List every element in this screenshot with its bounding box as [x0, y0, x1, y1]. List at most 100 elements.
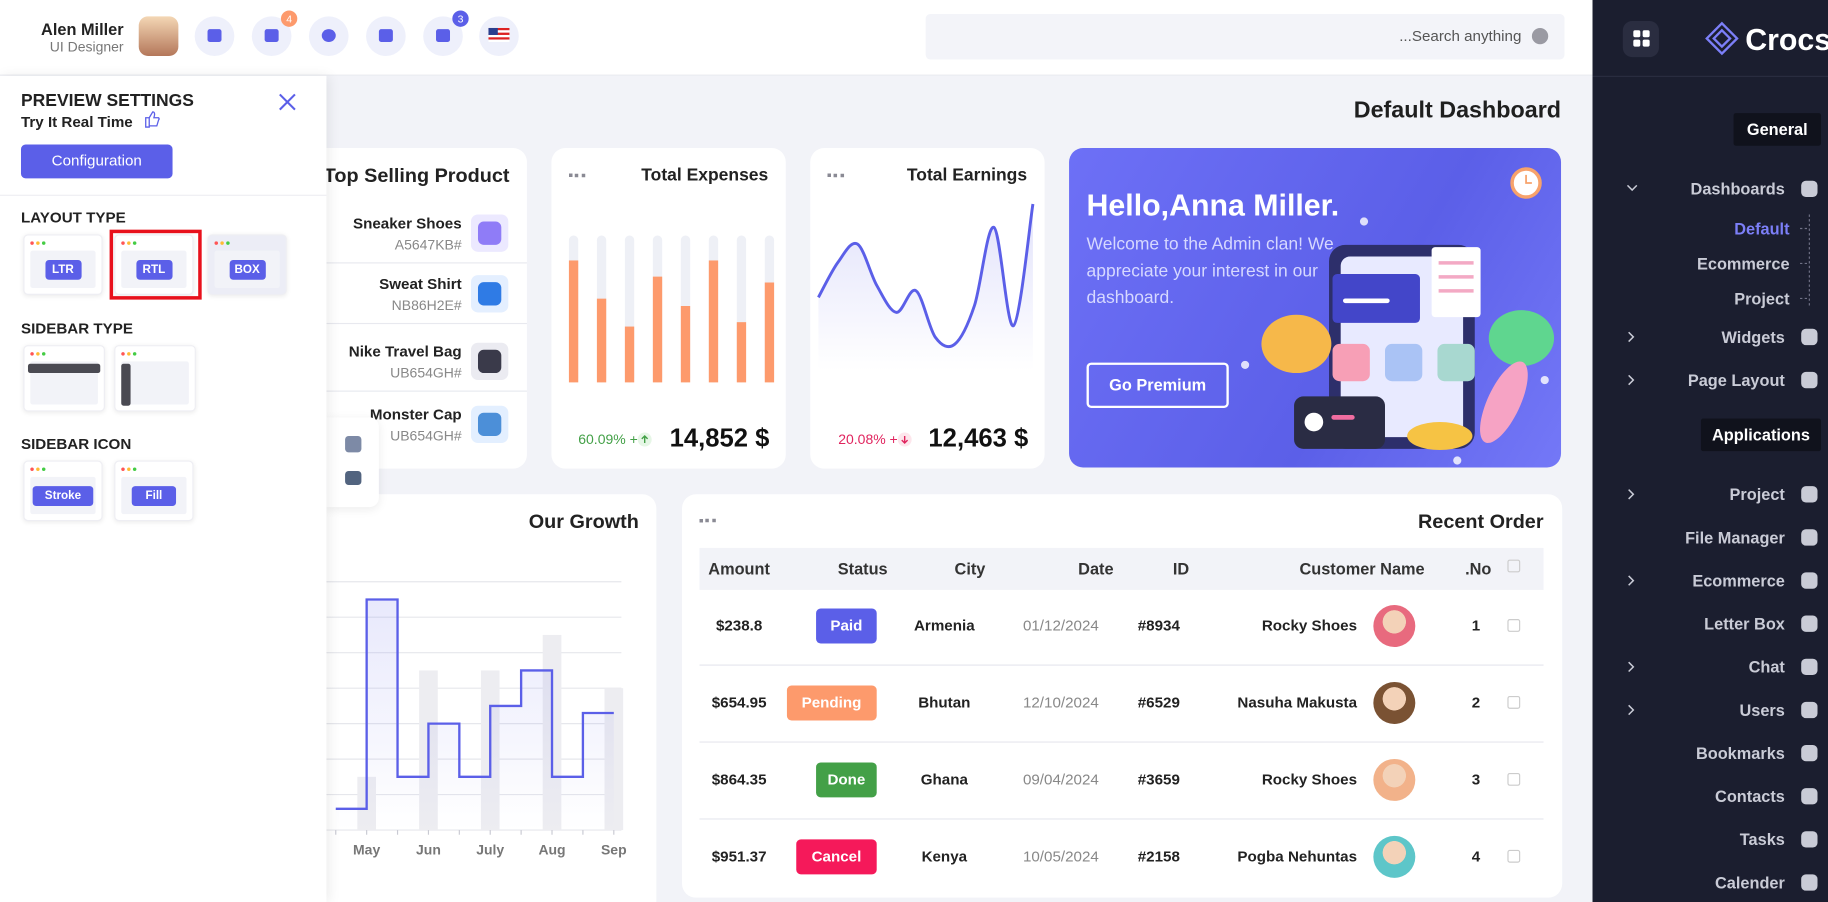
menu-item[interactable]: Project — [1729, 484, 1785, 504]
menu-item[interactable]: Chat — [1748, 657, 1785, 677]
column-header: Date — [1078, 559, 1114, 579]
cell-date: 12/10/2024 — [1022, 693, 1099, 712]
option-label[interactable]: Fill — [145, 489, 163, 502]
selection-highlight — [109, 229, 202, 300]
option-label[interactable]: Stroke — [44, 489, 82, 502]
expenses-card — [551, 148, 786, 469]
option-label[interactable]: RTL — [142, 262, 166, 276]
tool-icon[interactable] — [345, 436, 362, 453]
close-button — [279, 93, 296, 111]
option-label[interactable]: BOX — [234, 262, 260, 276]
flag-stripe — [488, 39, 510, 42]
option-pill — [32, 486, 94, 506]
flag-canton — [488, 27, 498, 35]
checkbox[interactable] — [1507, 619, 1521, 632]
settings-title: PREVIEW SETTINGS — [20, 90, 194, 111]
icon-glyph — [436, 29, 451, 42]
cell-number: 2 — [1471, 693, 1481, 712]
menu-item[interactable]: Calender — [1715, 873, 1785, 892]
product-glyph — [477, 221, 502, 245]
option-pill — [131, 486, 177, 506]
icon-glyph — [321, 29, 336, 42]
menu-icon — [1801, 486, 1818, 503]
submenu-item[interactable]: Project — [1734, 289, 1790, 308]
cell-number: 1 — [1471, 616, 1481, 635]
column-header: City — [954, 559, 986, 579]
id-card — [1294, 396, 1385, 449]
premium-button[interactable] — [1086, 362, 1229, 409]
id-line — [1331, 415, 1355, 420]
cell-number: 4 — [1471, 847, 1481, 866]
product-name: Sneaker Shoes — [352, 214, 462, 232]
checkbox[interactable] — [1507, 695, 1521, 709]
menu-item[interactable]: Ecommerce — [1692, 571, 1785, 590]
grid-button[interactable] — [1622, 20, 1659, 58]
tool-icon[interactable] — [345, 470, 362, 485]
card-stripe — [1343, 298, 1390, 304]
product-glyph — [477, 412, 502, 437]
menu-item[interactable]: Bookmarks — [1695, 743, 1785, 763]
grid-glyph — [1642, 39, 1650, 47]
option-pill — [44, 259, 82, 280]
chevron — [1628, 704, 1635, 716]
bar — [624, 326, 635, 383]
tile — [1437, 343, 1475, 382]
cell-date: 09/04/2024 — [1022, 770, 1099, 789]
menu-icon — [1801, 529, 1818, 546]
menu-icon — [1801, 180, 1818, 198]
customer-avatar — [1373, 605, 1416, 648]
search-box[interactable] — [925, 13, 1565, 60]
menu-item[interactable]: Letter Box — [1704, 614, 1785, 634]
section-title: SIDEBAR TYPE — [20, 319, 133, 337]
cell-customer: Rocky Shoes — [1261, 616, 1358, 635]
menu-item[interactable]: Tasks — [1739, 830, 1785, 849]
cell-id: #8934 — [1137, 616, 1180, 635]
premium-button-label[interactable]: Go Premium — [1109, 375, 1207, 395]
menu-item[interactable]: Users — [1739, 700, 1785, 720]
submenu-item[interactable]: Ecommerce — [1696, 254, 1790, 273]
checkbox[interactable] — [1507, 559, 1521, 573]
doc-line — [1438, 289, 1474, 293]
separator — [326, 262, 527, 264]
menu-item[interactable]: File Manager — [1685, 528, 1785, 547]
flag-stripe — [488, 37, 510, 40]
bar — [568, 260, 579, 383]
step-line — [335, 598, 614, 810]
submenu-item[interactable]: Default — [1734, 219, 1790, 238]
configuration-label[interactable]: Configuration — [51, 151, 142, 170]
line-area — [818, 204, 1033, 371]
dot — [36, 467, 40, 471]
hand — [1488, 310, 1555, 367]
preview-topbar — [27, 363, 101, 374]
total: 14,852 $ — [669, 423, 770, 453]
dot — [121, 241, 125, 245]
status-pill — [786, 685, 877, 721]
dot — [132, 241, 137, 245]
menu-item[interactable]: Page Layout — [1687, 370, 1785, 390]
section-title: General — [1746, 120, 1808, 139]
grid-glyph — [1633, 30, 1641, 38]
menu-icon — [1801, 788, 1818, 805]
checkbox[interactable] — [1507, 772, 1521, 786]
panel-separator — [0, 194, 327, 196]
menu-item[interactable]: Dashboards — [1690, 179, 1785, 199]
checkbox[interactable] — [1507, 849, 1521, 863]
chevron — [1628, 331, 1635, 343]
dot — [220, 241, 224, 245]
status-label: Paid — [830, 616, 863, 635]
menu-item[interactable]: Contacts — [1715, 786, 1785, 806]
change: 20.08% + — [838, 431, 898, 448]
x-tick-label: Jun — [416, 842, 441, 858]
badge-text: 3 — [458, 15, 464, 26]
table-header — [699, 547, 1544, 590]
preview-sidebar — [121, 363, 131, 406]
menu-item[interactable]: Widgets — [1721, 327, 1785, 347]
option-label[interactable]: LTR — [52, 262, 74, 276]
more-dots — [568, 173, 586, 178]
search-icon — [1531, 27, 1549, 45]
sidebar-divider — [1592, 75, 1828, 77]
configuration-button[interactable] — [20, 144, 173, 179]
